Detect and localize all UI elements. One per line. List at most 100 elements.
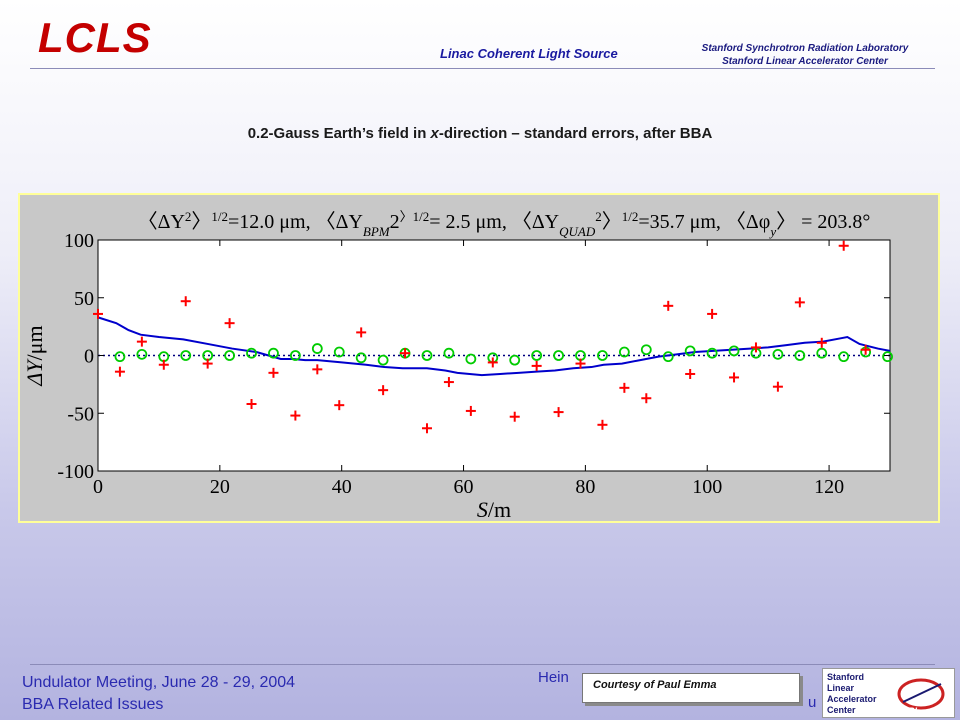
footer-author-fragment: Hein [538,669,569,686]
bpm-point [794,350,806,361]
ssrl-logo: SSRL [896,706,921,716]
bpm-point [816,347,828,359]
quad-point [553,407,564,418]
quad-point [816,337,827,348]
x-axis-label: S/m [477,497,511,521]
bpm-point [268,347,279,359]
quad-point [465,405,476,416]
bpm-point [246,347,257,359]
bpm-point [882,351,893,363]
quad-point [597,419,608,430]
bpm-point [465,353,477,365]
bpm-point [640,344,652,356]
quad-point [663,300,674,311]
quad-point [312,364,323,375]
chart-title: 〈ΔY2〉1/2=12.0 μm, 〈ΔYBPM2〉1/2= 2.5 μm, 〈… [138,209,871,239]
quad-point [641,393,652,404]
header-subtitle: Linac Coherent Light Source [440,46,618,61]
quad-point [531,360,542,371]
quad-point [290,410,301,421]
quad-point [246,399,257,410]
quad-point [400,348,411,359]
lab-names: Stanford Synchrotron Radiation Laborator… [690,42,920,68]
quad-point [860,344,871,355]
y-tick-label: -100 [57,461,94,483]
slide-title-var: x [430,125,439,142]
quad-point [707,308,718,319]
bpm-point [706,347,718,359]
bpm-point [421,350,433,361]
quad-point [136,336,147,347]
quad-point [838,240,849,251]
x-tick-label: 80 [575,476,595,498]
slide-title-post: -direction – standard errors, after BBA [438,125,713,142]
chart-frame: 0 20 40 60 80 100 120 -100 -50 0 50 100 S/m ΔY/μm 〈ΔY2… [18,193,940,523]
slac-logo-line: Center [827,705,856,715]
orbit-chart: 0 20 40 60 80 100 120 -100 -50 0 50 100 S/m ΔY/μm 〈ΔY2… [22,209,893,521]
quad-point [180,296,191,307]
quad-point [378,385,389,396]
quad-point [421,423,432,434]
quad-point [729,372,740,383]
slac-logo-line: Linear [827,683,855,693]
footer-meeting-info: Undulator Meeting, June 28 - 29, 2004 BB… [22,672,295,716]
quad-point [158,359,169,370]
footer-topic: BBA Related Issues [22,696,164,713]
y-tick-label: 50 [74,288,94,310]
quad-point [224,318,235,329]
x-tick-label: 60 [454,476,474,498]
quad-point [772,381,783,392]
bpm-point [509,354,521,366]
lab-line-slac: Stanford Linear Accelerator Center [722,56,888,67]
bpm-point [377,354,389,366]
slide-title-pre: 0.2-Gauss Earth’s field in [247,125,431,142]
x-tick-label: 40 [332,476,352,498]
bpm-point [618,346,630,358]
quad-point [93,308,103,319]
quad-point [575,358,586,369]
footer-divider [30,664,935,665]
bpm-point [838,351,850,363]
quad-point [202,358,213,369]
lab-line-ssrl: Stanford Synchrotron Radiation Laborator… [701,43,909,54]
x-tick-label: 20 [210,476,230,498]
slac-logo: Stanford Linear Accelerator Center [822,668,955,718]
bpm-point [443,347,455,359]
x-tick-label: 120 [814,476,844,498]
quad-point [443,377,454,388]
x-tick-label: 0 [93,476,103,498]
header-divider [30,68,935,69]
quad-point [750,342,761,353]
quad-point [268,367,279,378]
quad-point [685,368,696,379]
y-tick-label: 0 [84,346,94,368]
bpm-point [355,352,367,364]
courtesy-box: Courtesy of Paul Emma [582,673,800,703]
y-axis-label: ΔY/μm [22,325,47,386]
bpm-point [553,350,564,361]
slide-title: 0.2-Gauss Earth’s field in x-direction –… [0,125,960,142]
quad-point [509,411,520,422]
bpm-point [114,351,126,363]
lcls-logo: LCLS [38,14,152,61]
footer-meeting: Undulator Meeting, June 28 - 29, 2004 [22,674,296,691]
quad-point [114,366,125,377]
ssrl-ring-icon [897,678,945,710]
bpm-point [684,345,696,357]
quad-point [356,327,367,338]
bpm-point [333,346,345,358]
bpm-point [531,350,543,361]
bpm-point [289,350,301,361]
bpm-point [224,350,235,361]
x-tick-label: 100 [692,476,722,498]
bpm-point [662,351,674,363]
bpm-point [136,348,148,360]
footer-email-fragment: u [808,694,817,711]
bpm-point [180,350,192,361]
bpm-point [728,345,740,357]
bpm-point [597,350,608,361]
quad-point [794,297,805,308]
slac-logo-text: Stanford Linear Accelerator Center [827,672,877,716]
quad-point [619,382,630,393]
bpm-point [311,343,323,354]
